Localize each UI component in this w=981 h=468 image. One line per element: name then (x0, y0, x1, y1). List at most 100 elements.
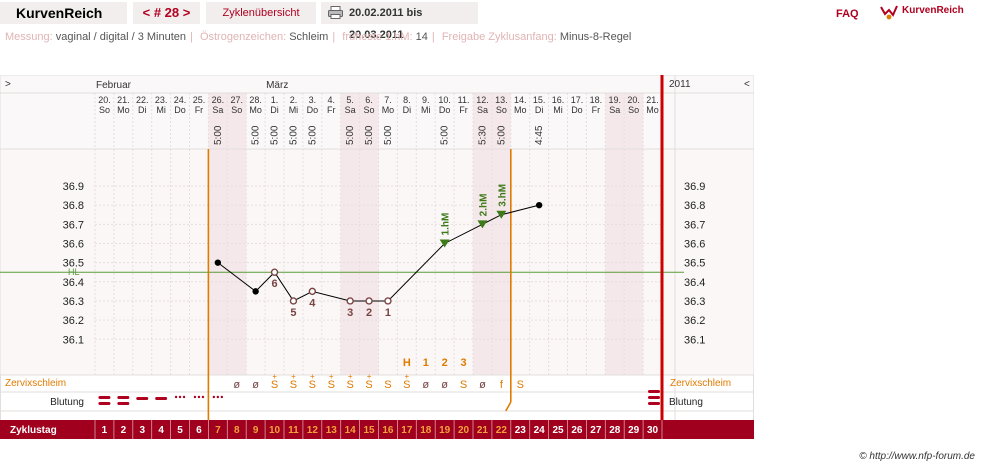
day-date: 16. (552, 95, 565, 105)
temperature-point (270, 268, 279, 276)
mucus-symbol: S (460, 379, 467, 391)
day-date: 14. (514, 95, 527, 105)
day-date: 21. (646, 95, 659, 105)
day-weekday: Fr (459, 105, 468, 115)
faq-link[interactable]: FAQ (836, 8, 859, 20)
date-range: 20.02.2011 bis 20.03.2011 (321, 2, 478, 41)
bleeding-mark (178, 395, 182, 399)
cycle-navigation[interactable]: < # 28 > (133, 2, 200, 24)
bleeding-mark (155, 397, 168, 400)
day-weekday: Mi (421, 105, 431, 115)
cycle-day-number: 10 (269, 425, 281, 436)
y-tick-right: 36.9 (684, 181, 705, 193)
mucus-symbol: S (517, 379, 524, 391)
cycle-day-number: 3 (139, 425, 145, 436)
cycle-day-number: 6 (196, 425, 202, 436)
peak-label: 2 (442, 357, 448, 369)
mucus-symbol: ø (233, 379, 240, 391)
brand-logo-icon (880, 5, 898, 20)
mucus-plus: + (329, 372, 334, 381)
day-weekday: So (496, 105, 507, 115)
cycle-overview-link[interactable]: Zyklenübersicht (206, 2, 316, 24)
top-bar: KurvenReich < # 28 > Zyklenübersicht 20.… (0, 0, 981, 41)
bleeding-mark (136, 397, 149, 400)
peak-label: H (403, 357, 411, 369)
mucus-symbol: S (384, 379, 391, 391)
day-date: 8. (403, 95, 411, 105)
count-label: 3 (347, 307, 353, 319)
cycle-day-number: 7 (215, 425, 221, 436)
day-weekday: Mo (514, 105, 527, 115)
weekend-shade (208, 93, 228, 375)
mucus-plus: + (405, 372, 410, 381)
day-weekday: Mi (553, 105, 563, 115)
bleeding-mark (182, 395, 186, 399)
day-weekday: Di (403, 105, 412, 115)
nav-left: > (5, 79, 11, 90)
bleeding-label-right: Blutung (669, 397, 703, 408)
bleeding-mark (220, 395, 224, 399)
y-tick-right: 36.8 (684, 200, 705, 212)
y-tick-right: 36.7 (684, 219, 705, 231)
day-date: 9. (422, 95, 430, 105)
high-measure-label: 2.hM (478, 194, 489, 217)
day-weekday: So (99, 105, 110, 115)
bleeding-mark (201, 395, 205, 399)
brand-name: KurvenReich (902, 5, 964, 16)
measure-time: 5:00 (383, 125, 394, 145)
measure-time: 5:00 (288, 125, 299, 145)
count-label: 4 (309, 297, 316, 309)
peak-label: 3 (460, 357, 466, 369)
cycle-day-number: 8 (234, 425, 240, 436)
mucus-symbol: f (500, 379, 504, 391)
y-tick-right: 36.1 (684, 334, 705, 346)
cycle-day-number: 23 (515, 425, 527, 436)
cycle-day-number: 2 (121, 425, 127, 436)
mucus-symbol: S (290, 379, 297, 391)
day-weekday: Fr (195, 105, 204, 115)
measure-time: 5:00 (307, 125, 318, 145)
day-weekday: Fr (327, 105, 336, 115)
measure-time: 5:00 (496, 125, 507, 145)
y-tick-right: 36.5 (684, 258, 705, 270)
day-date: 15. (533, 95, 546, 105)
cycle-day-number: 22 (496, 425, 508, 436)
y-tick-left: 36.6 (63, 238, 84, 250)
day-date: 10. (438, 95, 451, 105)
bleeding-mark (648, 402, 660, 405)
bleeding-mark (212, 395, 216, 399)
temperature-point (384, 297, 392, 305)
estrogen-label: Östrogenzeichen: (199, 31, 287, 43)
cycle-day-number: 14 (345, 425, 357, 436)
measure-time: 5:00 (270, 125, 281, 145)
temperature-point (308, 287, 317, 296)
day-date: 13. (495, 95, 508, 105)
mucus-symbol: ø (479, 379, 486, 391)
mucus-symbol: S (309, 379, 316, 391)
printer-icon[interactable] (328, 6, 343, 19)
peak-label: 1 (423, 357, 429, 369)
temperature-point (535, 201, 543, 209)
day-weekday: Sa (212, 105, 223, 115)
bleeding-mark (98, 396, 111, 399)
y-tick-left: 36.4 (63, 277, 84, 289)
cycle-day-number: 17 (401, 425, 413, 436)
bleeding-mark (193, 395, 197, 399)
mucus-label-left: Zervixschleim (5, 378, 66, 389)
y-tick-left: 36.7 (63, 219, 84, 231)
month-label: Februar (96, 80, 132, 91)
cycle-day-number: 27 (590, 425, 602, 436)
day-weekday: Sa (345, 105, 356, 115)
temperature-point (252, 288, 259, 295)
y-tick-left: 36.5 (63, 258, 84, 270)
mucus-plus: + (348, 372, 353, 381)
high-measure-marker (496, 210, 507, 219)
cycle-day-number: 9 (253, 425, 259, 436)
measure-value: vaginal / digital / 3 Minuten (55, 31, 187, 43)
weekend-shade (340, 93, 360, 375)
day-date: 24. (174, 95, 187, 105)
weekend-shade (605, 93, 625, 375)
mucus-symbol: S (328, 379, 335, 391)
cycle-day-number: 5 (177, 425, 183, 436)
measure-time: 5:00 (345, 125, 356, 145)
